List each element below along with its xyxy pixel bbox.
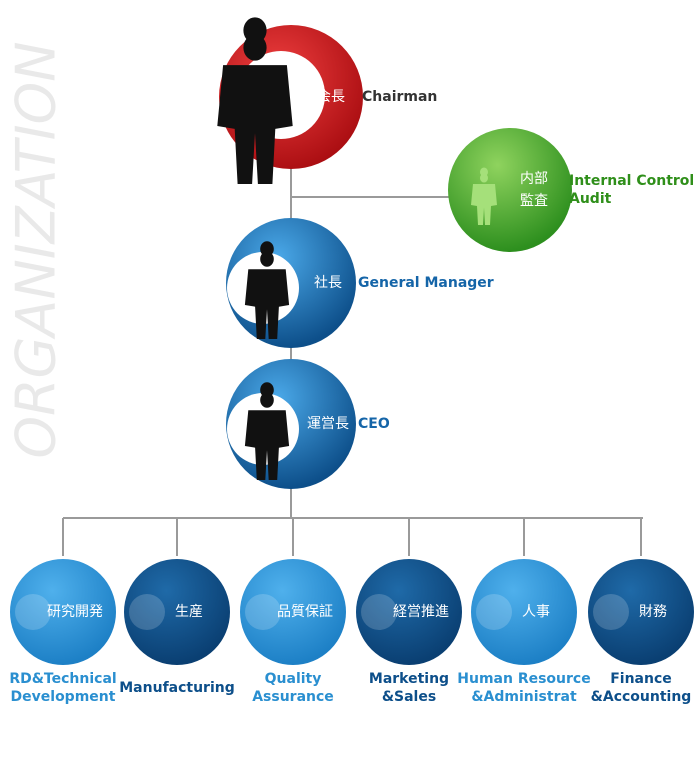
dept-circle (588, 559, 694, 665)
dept-label-en: &Administrat (471, 689, 577, 705)
silhouette (471, 167, 497, 225)
node-label-jp: 社長 (314, 275, 342, 291)
node-label-en: Audit (569, 191, 612, 207)
dept-label-jp: 人事 (522, 604, 550, 620)
dept-label-en: Assurance (252, 689, 334, 705)
silhouette (244, 241, 290, 339)
node-label-jp: 会長 (317, 89, 345, 105)
dept-label-en: &Accounting (591, 689, 692, 705)
dept-icon (15, 594, 51, 630)
dept-icon (245, 594, 281, 630)
dept-label-en: Human Resource (457, 671, 590, 687)
dept-label-en: RD&Technical (9, 671, 116, 687)
node-circle (448, 128, 572, 252)
dept-label-en: Quality (265, 671, 322, 687)
dept-circle (356, 559, 462, 665)
node-label-en: Chairman (362, 89, 437, 105)
dept-label-jp: 生産 (175, 604, 203, 620)
node-label-jp: 監査 (520, 192, 548, 209)
dept-label-jp: 経営推進 (393, 604, 449, 620)
node-label-en: Internal Control (569, 173, 694, 189)
dept-icon (593, 594, 629, 630)
dept-label-jp: 品質保証 (277, 604, 333, 620)
dept-icon (129, 594, 165, 630)
side-title: ORGANIZATION (5, 42, 68, 459)
dept-label-en: Manufacturing (119, 680, 235, 696)
dept-circle (10, 559, 116, 665)
node-label-en: General Manager (358, 275, 494, 291)
node-label-jp: 内部 (520, 171, 548, 187)
silhouette (217, 17, 293, 184)
dept-label-jp: 財務 (639, 604, 667, 620)
silhouette (244, 382, 290, 480)
node-label-en: CEO (358, 416, 390, 432)
dept-icon (361, 594, 397, 630)
dept-icon (476, 594, 512, 630)
dept-label-en: Finance (610, 671, 672, 687)
dept-circle (471, 559, 577, 665)
dept-circle (240, 559, 346, 665)
dept-label-en: Marketing (369, 671, 449, 687)
dept-label-en: &Sales (382, 689, 436, 705)
dept-circle (124, 559, 230, 665)
dept-label-en: Development (11, 689, 116, 705)
node-label-jp: 運営長 (307, 416, 349, 432)
dept-label-jp: 研究開発 (47, 604, 103, 620)
